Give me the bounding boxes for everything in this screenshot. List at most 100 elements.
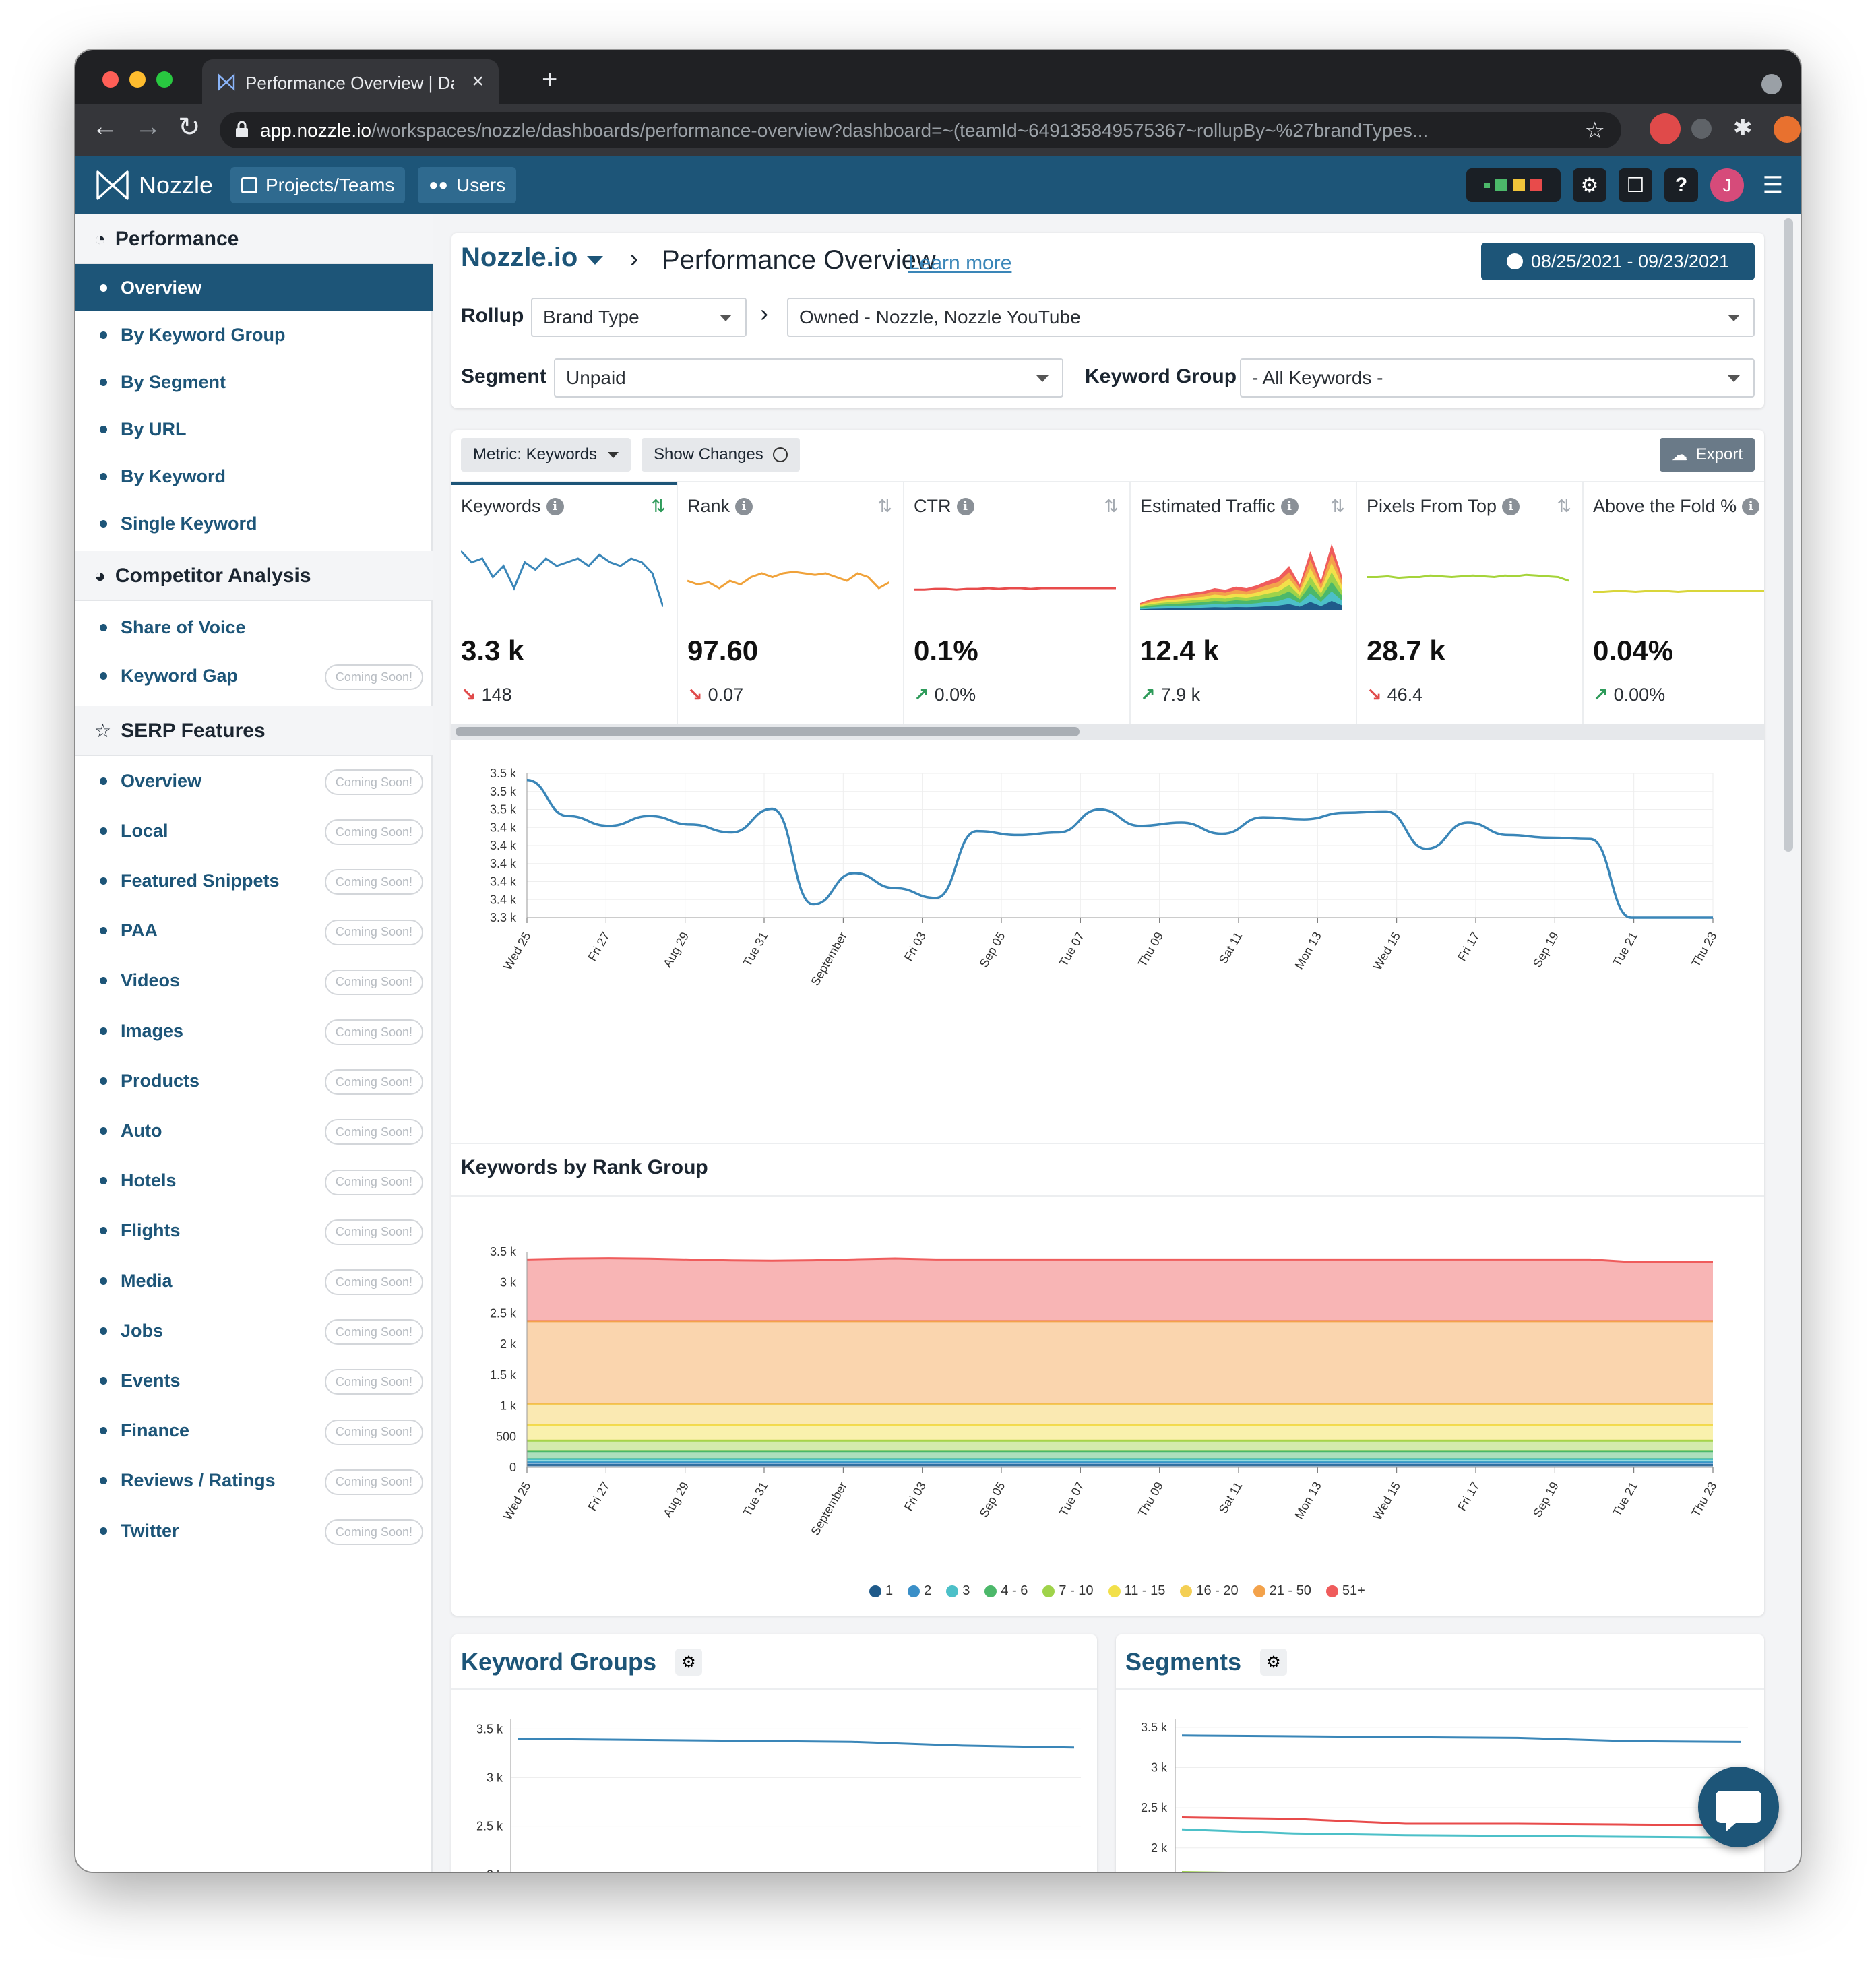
address-bar[interactable]: app.nozzle.io/workspaces/nozzle/dashboar… (220, 112, 1621, 148)
gear-icon[interactable]: ⚙ (1260, 1649, 1288, 1676)
sidebar-item-serp-5[interactable]: Images Coming Soon! (75, 1007, 433, 1054)
chat-support-button[interactable] (1698, 1767, 1779, 1847)
sidebar-section-competitor-analysis[interactable]: ◕ Competitor Analysis (75, 551, 433, 601)
puzzle-icon[interactable]: ✱ (1733, 115, 1753, 141)
metric-strip-scrollbar[interactable] (451, 724, 1764, 740)
rollup-select[interactable]: Brand Type (531, 298, 747, 337)
extension-icon[interactable] (1650, 113, 1681, 144)
keyword-group-select[interactable]: - All Keywords - (1240, 358, 1755, 398)
sidebar-item-serp-6[interactable]: Products Coming Soon! (75, 1057, 433, 1104)
back-icon[interactable]: ← (92, 112, 119, 141)
legend-entry[interactable]: 21 - 50 (1253, 1583, 1311, 1599)
projects-teams-button[interactable]: Projects/Teams (230, 167, 406, 203)
sidebar-item-serp-1[interactable]: Local Coming Soon! (75, 807, 433, 854)
zoom-window-button[interactable] (156, 71, 173, 88)
sort-icon[interactable]: ⇅ (877, 496, 892, 516)
sidebar-section-performance[interactable]: ◔ Performance (75, 214, 433, 264)
metric-column[interactable]: Estimated Traffic i ⇅ 12.4 k ↗ 7.9 k (1131, 482, 1357, 724)
legend-entry[interactable]: 11 - 15 (1108, 1583, 1165, 1599)
sidebar-item-serp-14[interactable]: Reviews / Ratings Coming Soon! (75, 1457, 433, 1504)
info-icon[interactable]: i (956, 497, 974, 515)
keywords-line-chart: 3.3 k 3.4 k 3.4 k 3.4 k 3.4 k 3.4 k 3.5 k 3.5 k… (490, 767, 1719, 988)
sidebar-item-serp-11[interactable]: Jobs Coming Soon! (75, 1307, 433, 1354)
sidebar-item-by-keyword[interactable]: By Keyword (75, 453, 433, 500)
date-range-button[interactable]: 08/25/2021 - 09/23/2021 (1481, 243, 1755, 280)
metric-column[interactable]: CTR i ⇅ 0.1% ↗ 0.0% (904, 482, 1131, 724)
sidebar-item-serp-12[interactable]: Events Coming Soon! (75, 1357, 433, 1404)
metric-column[interactable]: Above the Fold %i⇅0.04%↗0.00% (1584, 482, 1764, 724)
profile-avatar-icon[interactable] (1774, 116, 1801, 143)
star-icon: ☆ (94, 720, 112, 741)
legend-entry[interactable]: 51+ (1325, 1583, 1365, 1599)
sort-icon[interactable]: ⇅ (1104, 496, 1119, 516)
info-icon[interactable]: i (1742, 497, 1760, 515)
page-scrollbar-thumb[interactable] (1784, 218, 1793, 852)
status-indicator[interactable] (1466, 168, 1561, 202)
legend-entry[interactable]: 1 (869, 1583, 893, 1599)
sidebar-item-serp-7[interactable]: Auto Coming Soon! (75, 1107, 433, 1154)
sort-icon[interactable]: ⇅ (1330, 496, 1345, 516)
workspace-selector[interactable]: Nozzle.io (461, 243, 604, 273)
sidebar-item-serp-15[interactable]: Twitter Coming Soon! (75, 1507, 433, 1554)
info-icon[interactable]: i (1502, 497, 1520, 515)
y-tick-label: 2.5 k (1141, 1801, 1168, 1814)
metric-column[interactable]: Keywords i ⇅ 3.3 k ↘ 148 (451, 482, 678, 724)
close-tab-icon[interactable]: × (472, 70, 484, 92)
info-icon[interactable]: i (546, 497, 564, 515)
sidebar-item-by-segment[interactable]: By Segment (75, 358, 433, 406)
help-icon[interactable]: ? (1664, 168, 1698, 202)
browser-tab[interactable]: Performance Overview | Dashb × (202, 59, 499, 104)
sidebar-item-keyword-gap[interactable]: Keyword Gap Coming Soon! (75, 652, 433, 699)
coming-soon-badge: Coming Soon! (324, 1369, 423, 1395)
sidebar-item-serp-13[interactable]: Finance Coming Soon! (75, 1407, 433, 1455)
segment-select[interactable]: Unpaid (554, 358, 1063, 398)
sidebar-item-share-of-voice[interactable]: Share of Voice (75, 604, 433, 651)
info-icon[interactable]: i (1280, 497, 1299, 515)
sidebar-item-serp-0[interactable]: Overview Coming Soon! (75, 757, 433, 804)
menu-icon[interactable]: ☰ (1762, 172, 1784, 198)
legend-entry[interactable]: 16 - 20 (1180, 1583, 1239, 1599)
settings-gear-icon[interactable]: ⚙ (1573, 168, 1606, 202)
sidebar-item-serp-3[interactable]: PAA Coming Soon! (75, 908, 433, 955)
sidebar-item-by-keyword-group[interactable]: By Keyword Group (75, 311, 433, 358)
legend-entry[interactable]: 2 (908, 1583, 931, 1599)
close-window-button[interactable] (102, 71, 119, 88)
metric-column[interactable]: Pixels From Top i ⇅ 28.7 k ↘ 46.4 (1357, 482, 1584, 724)
brand-logo[interactable]: Nozzle (96, 167, 213, 203)
extension-icon[interactable] (1691, 119, 1712, 139)
sidebar-item-serp-9[interactable]: Flights Coming Soon! (75, 1207, 433, 1254)
metric-select-button[interactable]: Metric: Keywords (461, 438, 631, 472)
avatar[interactable]: J (1710, 168, 1744, 202)
sidebar-item-serp-10[interactable]: Media Coming Soon! (75, 1257, 433, 1304)
sidebar-item-by-url[interactable]: By URL (75, 406, 433, 453)
export-button[interactable]: ☁ Export (1659, 438, 1755, 472)
sidebar-item-serp-2[interactable]: Featured Snippets Coming Soon! (75, 857, 433, 904)
tab-search-icon[interactable] (1761, 74, 1782, 94)
sort-icon[interactable]: ⇅ (651, 496, 666, 516)
scrollbar-thumb[interactable] (456, 727, 1080, 736)
sidebar-item-single-keyword[interactable]: Single Keyword (75, 500, 433, 547)
sidebar-section-serp-features[interactable]: ☆ SERP Features (75, 706, 433, 756)
sort-icon[interactable]: ⇅ (1557, 496, 1571, 516)
bookmark-star-icon[interactable]: ☆ (1584, 118, 1605, 144)
metric-delta: ↘ 46.4 (1367, 685, 1423, 705)
legend-entry[interactable]: 7 - 10 (1042, 1583, 1094, 1599)
users-button[interactable]: ●● Users (418, 167, 517, 203)
show-changes-toggle[interactable]: Show Changes (642, 438, 800, 472)
info-icon[interactable]: i (735, 497, 753, 515)
minimize-window-button[interactable] (129, 71, 146, 88)
sidebar-item-serp-8[interactable]: Hotels Coming Soon! (75, 1157, 433, 1205)
legend-entry[interactable]: 4 - 6 (984, 1583, 1028, 1599)
new-tab-icon[interactable]: + (542, 65, 558, 94)
forward-icon[interactable]: → (135, 112, 162, 141)
sidebar-item-serp-4[interactable]: Videos Coming Soon! (75, 957, 433, 1005)
gear-icon[interactable]: ⚙ (675, 1649, 703, 1676)
sidebar-item-overview[interactable]: Overview (75, 264, 433, 311)
rollup-detail-select[interactable]: Owned - Nozzle, Nozzle YouTube (787, 298, 1755, 337)
metric-column[interactable]: Rank i ⇅ 97.60 ↘ 0.07 (678, 482, 904, 724)
learn-more-link[interactable]: Learn more (908, 252, 1012, 274)
legend-entry[interactable]: 3 (946, 1583, 970, 1599)
clipboard-icon[interactable]: ☐ (1619, 168, 1652, 202)
page-scrollbar[interactable] (1782, 214, 1795, 1872)
reload-icon[interactable]: ↻ (178, 113, 201, 142)
